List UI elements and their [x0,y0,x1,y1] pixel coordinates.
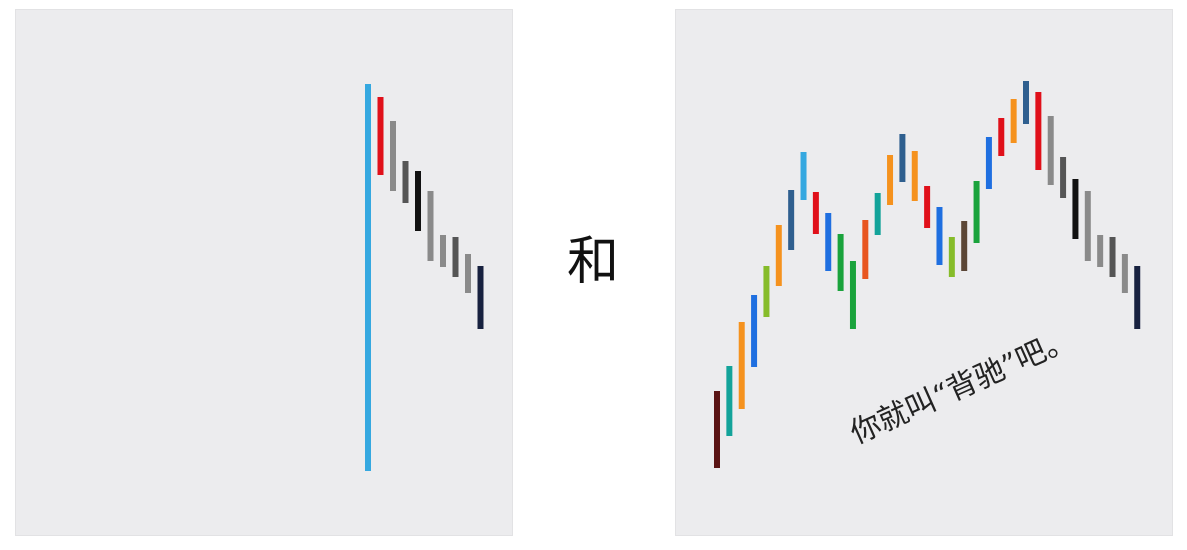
segment-bar-28 [1047,116,1054,185]
segment-bar-35 [1134,266,1141,329]
segment-bar-3 [390,121,396,191]
segment-bar-24 [998,118,1005,156]
segment-bar-7 [440,235,446,267]
segment-bar-8 [800,152,807,200]
segment-bar-2 [377,97,384,175]
segment-bar-1 [365,84,371,471]
segment-bar-3 [738,322,745,409]
segment-bar-33 [1109,237,1116,277]
segment-bar-8 [452,237,459,277]
segment-bar-11 [837,234,844,291]
segment-bar-19 [936,207,943,265]
segment-bar-13 [862,220,869,279]
segment-bar-27 [1035,92,1042,170]
segment-bar-18 [924,186,931,228]
segment-bar-32 [1097,235,1104,267]
segment-bar-9 [812,192,819,234]
left-chart [365,84,484,471]
segment-bar-20 [948,237,955,277]
left-panel [15,9,513,536]
segment-bar-4 [402,161,409,203]
segment-bar-2 [726,366,733,436]
segment-bar-1 [714,391,720,468]
segment-bar-25 [1010,99,1017,143]
segment-bar-5 [763,266,770,317]
right-chart [714,81,1141,468]
segment-bar-29 [1060,157,1067,198]
segment-bar-30 [1072,179,1079,239]
segment-bar-10 [825,213,832,271]
segment-bar-7 [788,190,795,250]
segment-bar-5 [415,171,421,231]
segment-bar-9 [465,254,471,293]
segment-bar-12 [849,261,856,329]
segment-bar-23 [985,137,992,189]
connector-text: 和 [566,232,619,292]
segment-bar-17 [911,151,918,201]
segment-bar-31 [1084,191,1091,261]
segment-bar-26 [1023,81,1029,124]
segment-bar-16 [899,134,906,182]
segment-bar-10 [477,266,484,329]
segment-bar-15 [887,155,894,205]
segment-bar-4 [751,295,758,367]
right-panel [675,9,1173,536]
segment-bar-6 [775,225,782,286]
segment-bar-14 [874,193,881,235]
segment-bar-34 [1121,254,1128,293]
segment-bar-22 [973,181,980,243]
segment-bar-21 [961,221,968,271]
segment-bar-6 [427,191,434,261]
